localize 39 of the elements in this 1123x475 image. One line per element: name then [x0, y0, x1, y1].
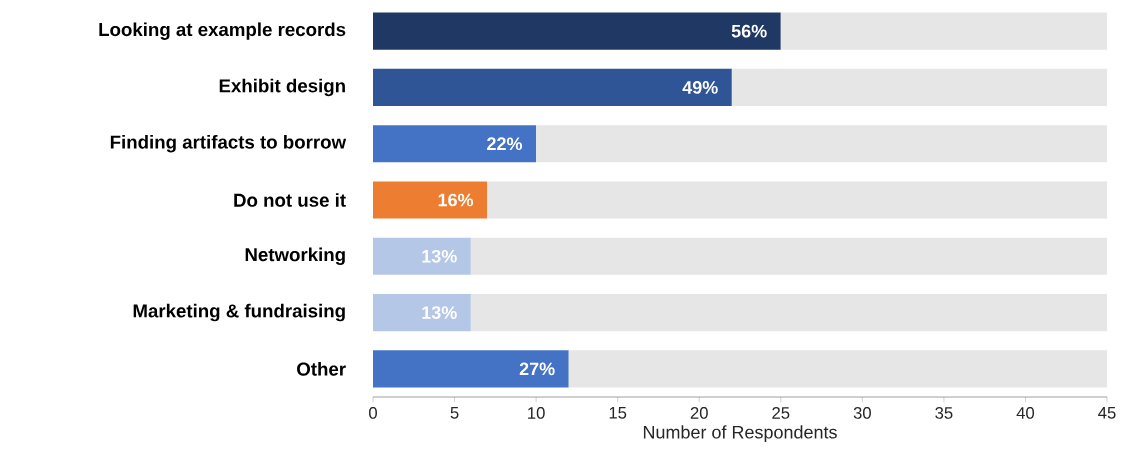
y-tick-label: Exhibit design — [219, 78, 345, 97]
annotation: 22% — [487, 137, 523, 151]
y-tick-label: Do not use it — [234, 193, 346, 207]
bar — [568, 350, 1108, 388]
annotation: 13% — [422, 249, 457, 263]
x-tick-label: 15 — [609, 407, 627, 419]
x-tick-label: 35 — [935, 407, 953, 419]
bar — [373, 12, 781, 50]
bar — [373, 125, 537, 163]
x-tick-label: 10 — [528, 407, 545, 419]
y-tick-label: Looking at example records — [99, 22, 346, 40]
annotation: 13% — [422, 306, 457, 319]
x-tick-label: 45 — [1098, 407, 1116, 419]
bar — [373, 350, 569, 388]
y-tick-label: Finding artifacts to borrow — [110, 134, 347, 153]
x-tick-label: 25 — [772, 407, 790, 419]
x-tick-label: 5 — [450, 407, 459, 419]
y-tick-label: Marketing & fundraising — [133, 303, 345, 322]
bar — [373, 181, 488, 219]
annotation: 56% — [731, 24, 767, 38]
bar — [536, 125, 1108, 163]
bar — [373, 68, 732, 107]
annotation: 27% — [519, 362, 555, 376]
x-tick-label: 30 — [853, 407, 871, 419]
x-axis-title: Number of Respondents — [643, 425, 837, 443]
x-tick-label: 40 — [1016, 407, 1035, 419]
bar — [470, 294, 1108, 332]
x-tick-label: 0 — [369, 407, 377, 419]
y-tick-label: Networking — [245, 247, 345, 266]
bar — [487, 181, 1108, 219]
bar — [731, 68, 1108, 107]
bar — [780, 12, 1108, 50]
x-tick-label: 20 — [690, 407, 708, 419]
annotation: 16% — [438, 193, 474, 207]
y-tick-label: Other — [297, 362, 346, 376]
annotation: 49% — [682, 81, 718, 94]
bar — [470, 237, 1108, 275]
bar — [373, 237, 471, 275]
bar — [373, 294, 471, 332]
